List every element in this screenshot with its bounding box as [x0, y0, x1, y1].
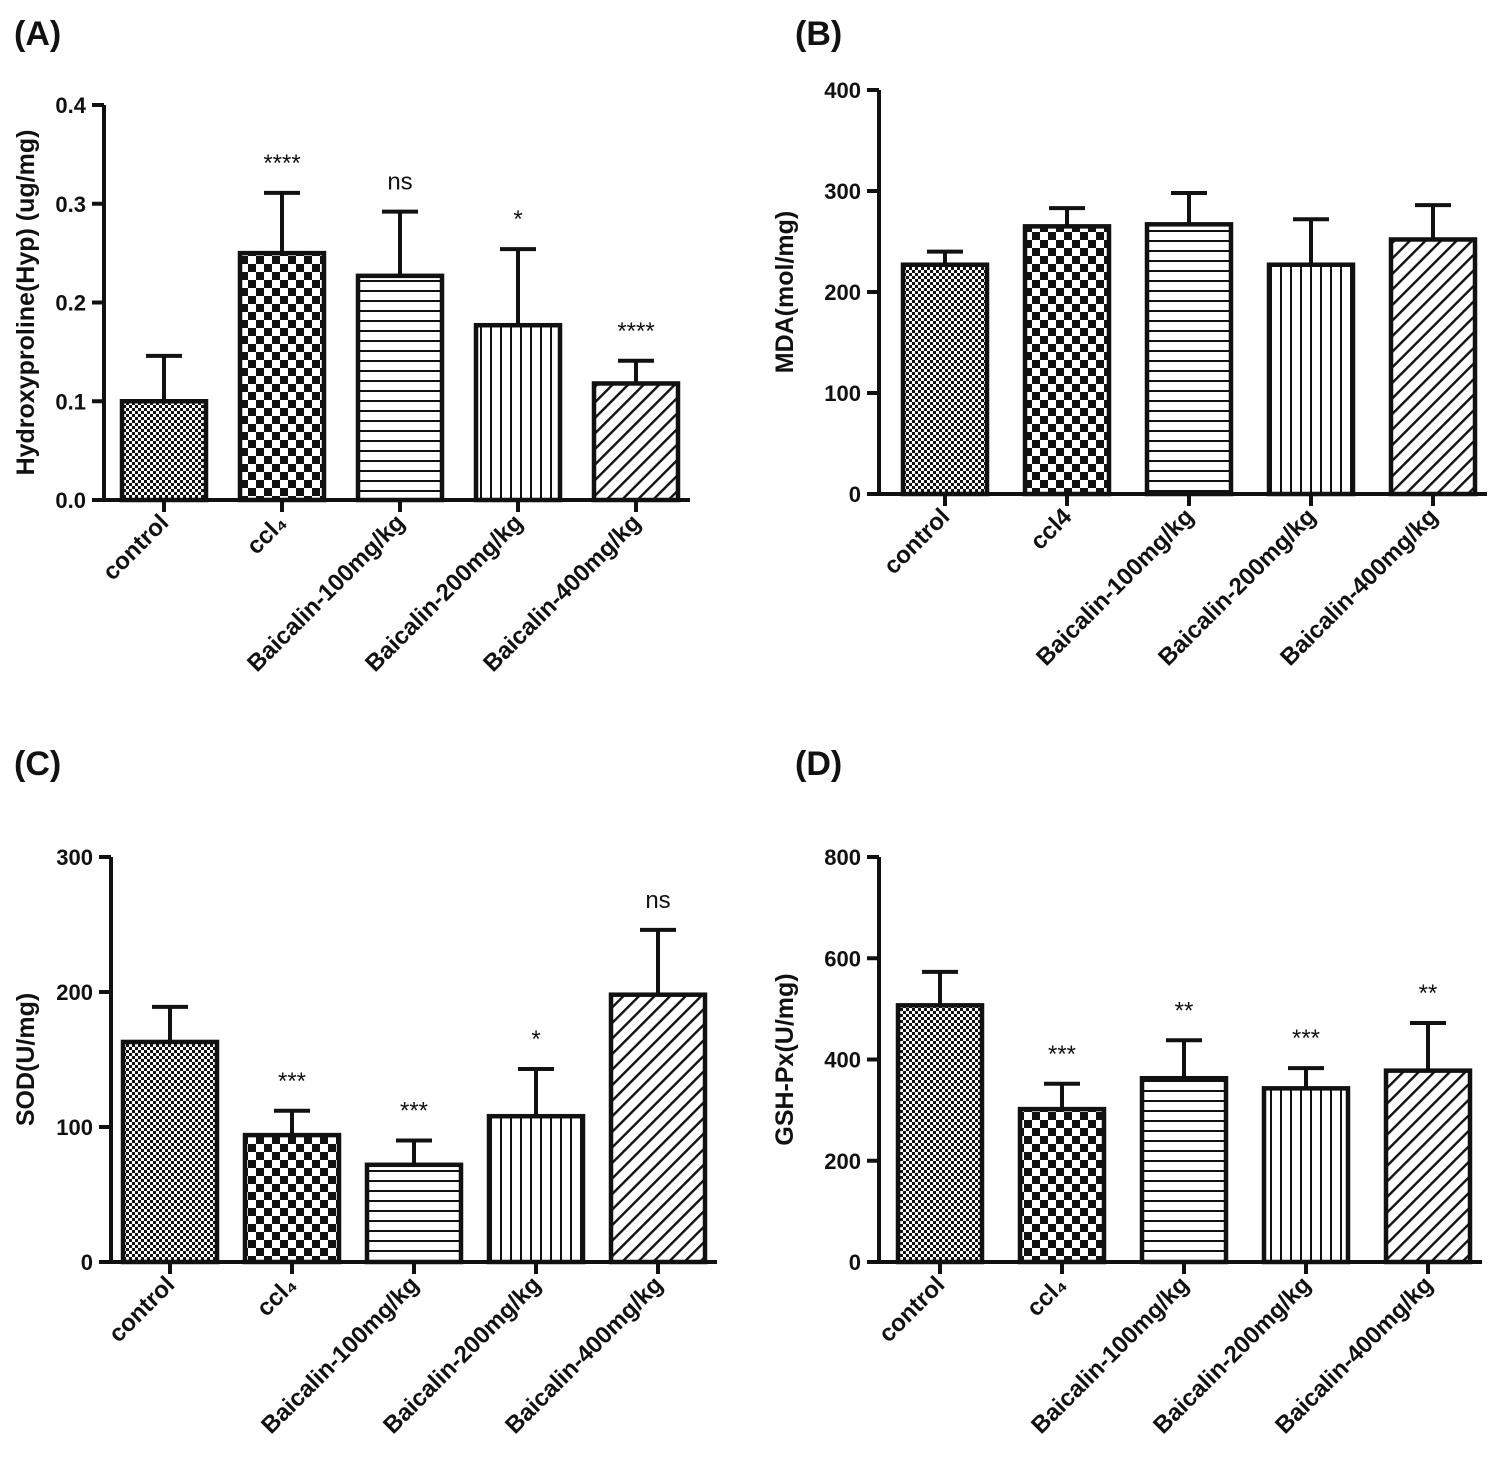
y-axis-label: SOD(U/mg): [12, 993, 40, 1126]
y-tick-label: 0.0: [55, 488, 86, 513]
significance-label: **: [1175, 997, 1194, 1024]
bar: [1022, 224, 1112, 497]
x-tick-label: control: [98, 509, 175, 586]
x-tick-label: control: [874, 1271, 951, 1348]
y-tick-label: 100: [824, 381, 861, 406]
bar: [608, 992, 708, 1265]
panel-label: (D): [795, 745, 842, 783]
panel-label: (B): [795, 15, 842, 53]
y-tick-label: 600: [824, 946, 861, 971]
bar: [1139, 1075, 1229, 1265]
chart-panel-d: (D) 0 200 400 600 800 GSH-Px(U/mg) control ccl₄ *…: [771, 745, 1482, 1439]
bar: [355, 273, 445, 503]
bar: [486, 1113, 586, 1265]
bar: [119, 399, 209, 503]
x-tick-label: ccl4: [1025, 503, 1078, 556]
bar: [120, 1039, 220, 1265]
significance-label: ***: [400, 1098, 428, 1125]
y-tick-label: 0.3: [55, 192, 86, 217]
y-axis-label: Hydroxyproline(Hyp) (ug/mg): [12, 130, 40, 476]
x-tick-label: ccl₄: [251, 1271, 302, 1322]
y-axis-label: GSH-Px(U/mg): [771, 973, 799, 1145]
chart-panel-a: (A) 0.0 0.1 0.2 0.3 0.4 Hydroxyproline(Hyp) (u…: [12, 15, 690, 677]
panel-label: (C): [14, 745, 61, 783]
bar: [1261, 1086, 1351, 1265]
significance-label: ***: [278, 1068, 306, 1095]
bar: [591, 381, 681, 503]
x-tick-label: control: [104, 1271, 181, 1348]
significance-label: ****: [263, 150, 300, 177]
y-tick-label: 200: [824, 1149, 861, 1174]
bar: [1266, 262, 1356, 497]
y-tick-label: 0.1: [55, 389, 86, 414]
bar: [237, 250, 327, 503]
x-tick-label: control: [879, 503, 956, 580]
bar: [1144, 222, 1234, 497]
y-tick-label: 100: [56, 1115, 93, 1140]
y-tick-label: 400: [824, 78, 861, 103]
y-tick-label: 0.4: [55, 93, 86, 118]
y-tick-label: 0: [849, 1250, 861, 1275]
y-tick-label: 200: [824, 280, 861, 305]
x-tick-label: ccl₄: [241, 509, 292, 560]
bar: [900, 262, 990, 497]
y-tick-label: 200: [56, 980, 93, 1005]
y-tick-label: 0: [849, 482, 861, 507]
significance-label: ***: [1292, 1025, 1320, 1052]
y-tick-label: 800: [824, 845, 861, 870]
panel-label: (A): [14, 15, 61, 53]
x-tick-label: ccl₄: [1021, 1271, 1072, 1322]
bar: [1017, 1106, 1107, 1265]
y-tick-label: 0: [81, 1250, 93, 1275]
significance-label: **: [1419, 980, 1438, 1007]
bar: [364, 1162, 464, 1265]
significance-label: *: [531, 1026, 540, 1053]
y-axis-label: MDA(mol/mg): [771, 211, 799, 373]
significance-label: *: [513, 206, 522, 233]
y-tick-label: 300: [56, 845, 93, 870]
significance-label: ****: [617, 318, 654, 345]
y-tick-label: 300: [824, 179, 861, 204]
bar: [1388, 237, 1478, 497]
significance-label: ***: [1048, 1041, 1076, 1068]
bar: [242, 1132, 342, 1265]
significance-label: ns: [645, 887, 670, 914]
y-tick-label: 400: [824, 1048, 861, 1073]
bar: [473, 322, 563, 503]
significance-label: ns: [387, 169, 412, 196]
bar: [1383, 1068, 1473, 1265]
y-tick-label: 0.2: [55, 291, 86, 316]
bar: [895, 1003, 985, 1265]
